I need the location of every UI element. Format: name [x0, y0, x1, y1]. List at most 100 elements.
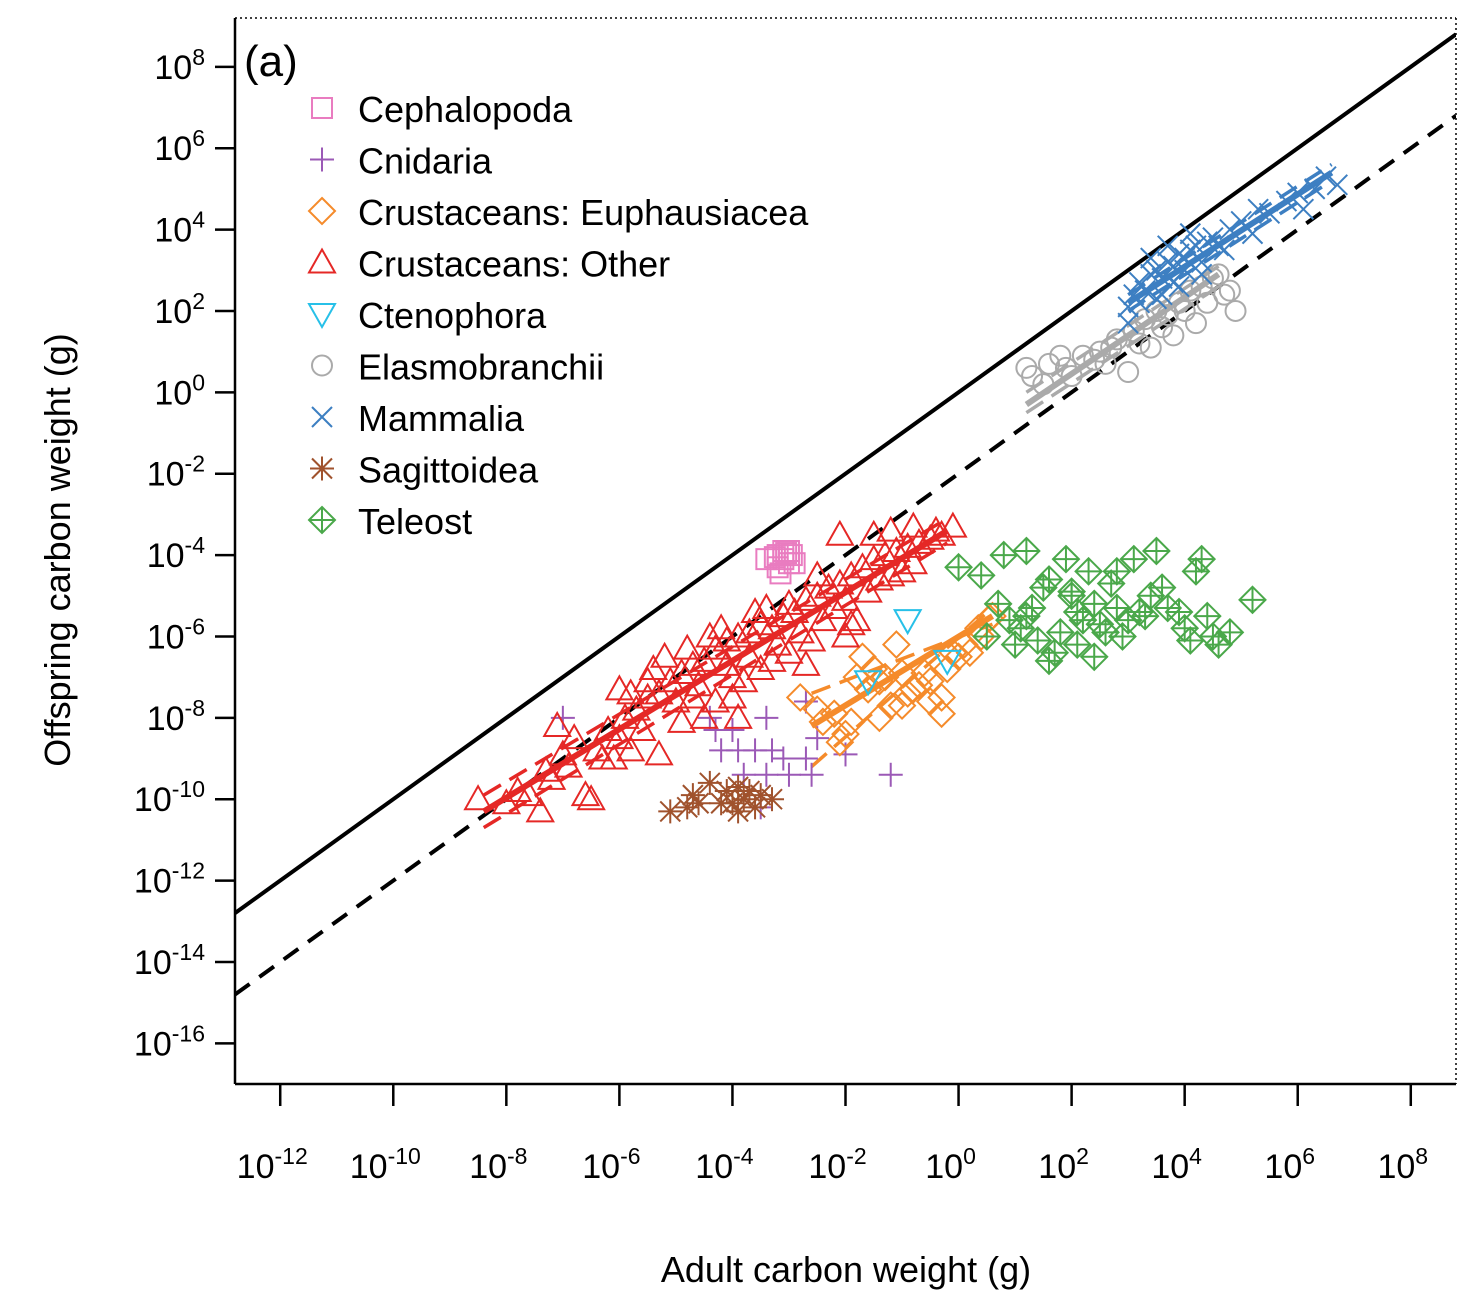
data-point	[796, 625, 827, 652]
data-point	[1151, 316, 1174, 339]
y-tick-label: 10-4	[147, 532, 205, 575]
data-point	[1049, 344, 1072, 367]
data-point	[825, 519, 855, 546]
data-point	[799, 762, 824, 787]
data-point	[1032, 373, 1055, 396]
data-point	[938, 511, 968, 538]
data-point	[1153, 593, 1183, 623]
data-point	[887, 556, 917, 583]
data-point	[678, 682, 708, 709]
data-point	[1102, 593, 1132, 623]
legend-label: Teleost	[358, 501, 472, 542]
data-point	[1141, 536, 1171, 566]
x-tick-label: 10-12	[237, 1143, 308, 1186]
series-crustaceans-euphausiacea	[785, 601, 1007, 757]
data-point	[853, 674, 883, 704]
data-point	[802, 580, 832, 607]
data-point	[915, 666, 945, 696]
data-point	[1247, 198, 1269, 220]
data-point	[830, 584, 861, 611]
series-cephalopoda	[755, 540, 806, 585]
data-point	[502, 776, 533, 803]
data-point	[1062, 597, 1092, 627]
data-point	[717, 682, 748, 709]
data-point	[1117, 312, 1139, 334]
data-point	[865, 666, 894, 696]
data-point	[819, 699, 849, 729]
data-point	[1224, 299, 1247, 322]
data-point	[587, 743, 618, 770]
reference-line-solid	[235, 32, 1456, 915]
data-point	[553, 751, 584, 778]
data-point	[802, 560, 832, 587]
legend-marker	[307, 303, 337, 330]
data-point	[1119, 544, 1149, 574]
data-point	[1128, 292, 1151, 314]
x-tick-label: 10-6	[582, 1143, 640, 1186]
data-point	[864, 564, 895, 591]
data-point	[1190, 275, 1213, 298]
y-axis-label: Offspring carbon weight (g)	[37, 333, 78, 767]
data-point	[644, 739, 674, 766]
legend-marker	[311, 354, 333, 377]
legend-marker	[311, 97, 333, 119]
data-points	[463, 165, 1348, 824]
data-point	[675, 795, 700, 820]
x-axis-ticks: 10-12 10-10 10-8 10-6 10-4 10-2 100 102 104 106 10…	[237, 1084, 1428, 1186]
legend-label: Mammalia	[358, 398, 525, 439]
data-point	[910, 658, 940, 688]
data-point	[762, 629, 793, 656]
data-point	[825, 568, 855, 595]
data-point	[1162, 324, 1185, 347]
data-point	[892, 609, 923, 636]
data-point	[865, 703, 894, 733]
legend-label: Crustaceans: Euphausiacea	[358, 192, 809, 233]
series-mammalia	[1117, 165, 1348, 334]
data-point	[1094, 352, 1117, 375]
legend-item-crustaceans-other: Crustaceans: Other	[307, 244, 670, 285]
data-point	[1140, 247, 1162, 269]
data-point	[881, 630, 911, 659]
fit-ci-upper	[1025, 264, 1220, 394]
data-point	[881, 535, 912, 562]
data-point	[661, 686, 691, 713]
data-point	[1219, 218, 1241, 241]
legend-label: Elasmobranchii	[358, 347, 604, 388]
x-tick-label: 104	[1151, 1143, 1202, 1186]
data-point	[1128, 332, 1151, 355]
data-point	[1139, 336, 1162, 359]
data-point	[1157, 235, 1179, 257]
data-point	[793, 746, 818, 771]
legend-label: Crustaceans: Other	[358, 244, 670, 285]
data-point	[666, 658, 697, 685]
data-point	[898, 511, 929, 538]
data-point	[542, 710, 572, 737]
data-point	[703, 718, 728, 743]
data-point	[1062, 630, 1092, 659]
data-point	[686, 791, 711, 816]
data-point	[658, 799, 683, 824]
data-point	[576, 784, 606, 811]
data-point	[1241, 222, 1264, 245]
legend-item-ctenophora: Ctenophora	[307, 295, 547, 336]
data-point	[1011, 601, 1041, 631]
data-point	[926, 519, 957, 546]
data-point	[898, 548, 929, 575]
data-point	[847, 552, 878, 579]
data-point	[802, 695, 832, 725]
legend-label: Ctenophora	[358, 295, 547, 336]
data-point	[672, 633, 702, 660]
data-point	[836, 560, 866, 587]
data-point	[1122, 320, 1145, 343]
data-point	[1258, 202, 1281, 225]
data-point	[627, 714, 657, 742]
data-point	[876, 515, 906, 542]
data-point	[944, 552, 973, 582]
x-axis-label: Adult carbon weight (g)	[661, 1249, 1031, 1290]
legend: Cephalopoda Cnidaria Crustaceans: Euphausi…	[307, 89, 809, 542]
data-point	[932, 649, 962, 676]
data-point	[1100, 336, 1123, 359]
x-tick-label: 102	[1038, 1143, 1089, 1186]
data-point	[808, 707, 838, 737]
data-point	[776, 762, 801, 787]
